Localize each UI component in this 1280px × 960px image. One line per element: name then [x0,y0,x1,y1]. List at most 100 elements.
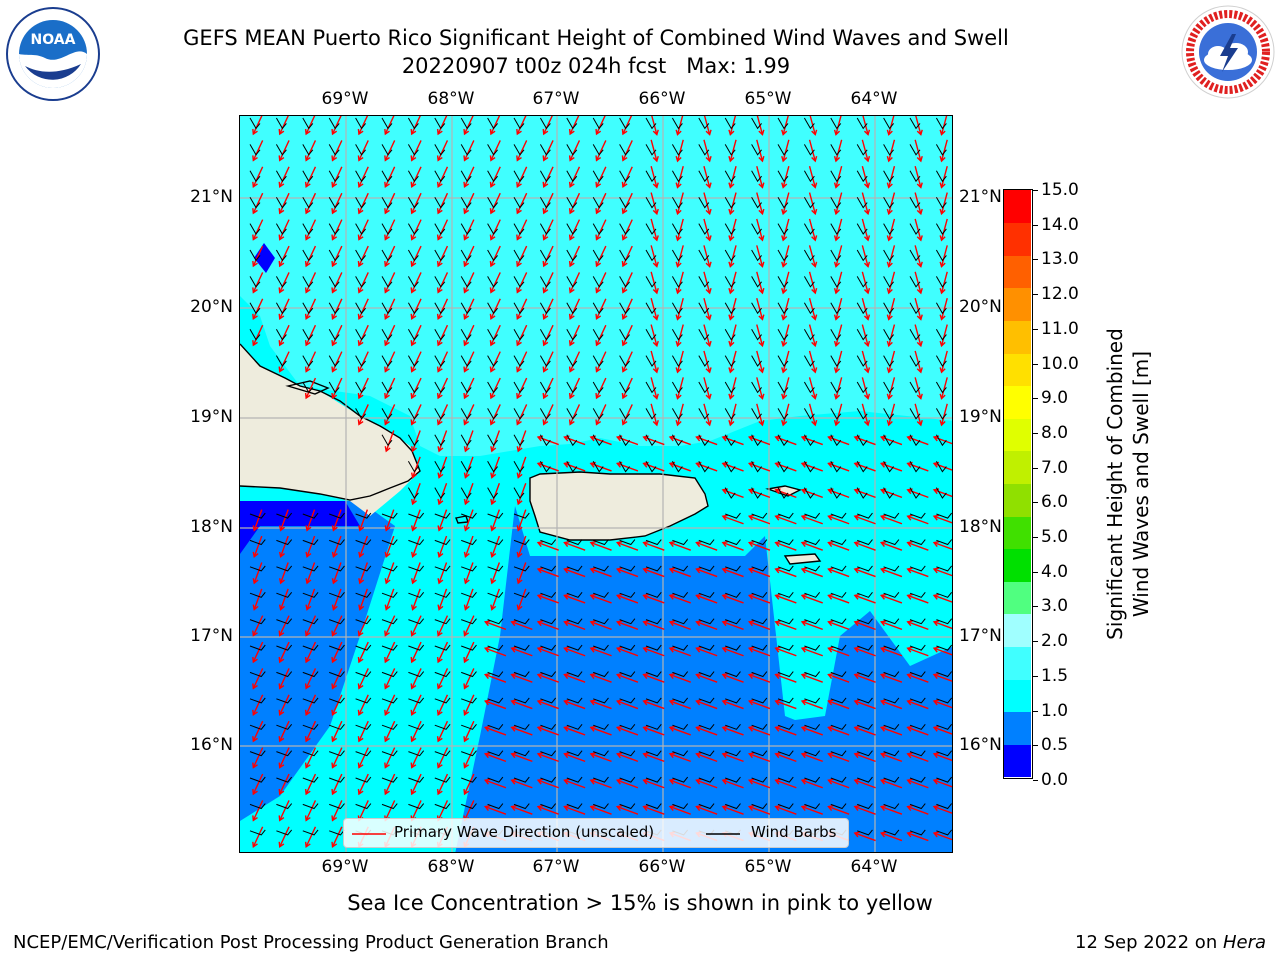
wind-barb [328,117,340,130]
wave-direction-arrow [642,672,665,683]
wind-barb [698,460,710,473]
wind-barb [275,196,287,209]
wave-direction-arrow [861,165,871,189]
wind-barb [883,408,894,420]
wave-direction-arrow [675,377,684,400]
wind-barb [540,618,557,625]
wind-barb [408,591,425,598]
wind-barb [857,618,873,625]
wave-direction-arrow [747,725,771,736]
wave-direction-arrow [331,166,343,189]
wind-barb [249,302,261,315]
wind-barb [619,565,636,572]
wave-direction-arrow [252,826,264,848]
wave-direction-arrow [589,725,612,736]
wind-barb [328,302,340,315]
wind-barb [566,249,578,262]
wind-barb [619,170,630,183]
wind-barb [751,750,768,757]
wave-direction-arrow [358,588,369,611]
wind-barb [460,276,472,288]
wind-barb [909,512,926,519]
lat-label-left: 20°N [190,297,233,317]
wave-direction-arrow [563,646,586,657]
wind-barb [751,328,762,341]
wind-barb [302,328,314,341]
wind-barb [275,276,287,288]
wind-barb [830,460,842,473]
wind-barb [460,117,472,130]
wind-barb [434,539,451,546]
wind-barb [487,434,498,447]
wind-barb [883,591,900,598]
wind-barb [645,408,657,420]
wave-direction-arrow [358,535,369,559]
wind-barb [408,776,425,783]
wave-direction-arrow [886,245,896,268]
wave-direction-arrow [642,540,665,551]
wind-barb [592,355,604,367]
wave-direction-arrow [463,272,475,294]
wave-direction-arrow [756,245,765,268]
wave-direction-arrow [437,562,448,585]
wind-barb [302,512,319,519]
wave-direction-arrow [536,672,559,683]
wave-direction-arrow [463,641,475,664]
wind-barb [830,170,842,183]
lat-label-right: 18°N [959,517,1002,537]
wind-barb [909,276,921,288]
wave-direction-arrow [516,245,528,268]
wind-barb [592,328,604,341]
colorbar-label-line1: Significant Height of Combined [1103,328,1127,640]
wind-barb [434,223,446,235]
wave-direction-arrow [516,272,528,294]
wind-barb [698,591,715,598]
wave-direction-arrow [939,324,948,348]
wave-direction-arrow [675,192,684,216]
wind-barb [355,723,372,730]
wind-barb [857,750,873,757]
wind-barb [909,723,926,730]
wind-barb [698,434,710,447]
wind-barb [777,302,789,315]
wave-direction-arrow [563,567,586,578]
wave-direction-arrow [747,778,771,789]
wave-direction-arrow [483,672,507,683]
wind-barb [434,644,451,651]
wind-barb [671,223,683,235]
wind-barb [513,408,525,420]
wave-direction-arrow [827,778,850,789]
wind-barb [883,196,894,209]
wave-direction-arrow [833,218,843,242]
wind-barb [302,618,319,625]
wind-barb [539,276,551,288]
wave-direction-arrow [774,620,797,631]
wave-direction-arrow [642,593,665,604]
wave-direction-arrow [756,192,765,216]
wind-barb [513,144,525,156]
wave-direction-arrow [879,540,903,551]
colorbar-segment [1004,190,1031,224]
wave-direction-arrow [278,800,290,822]
wave-direction-arrow [589,540,612,551]
wind-barb [487,276,498,288]
wind-barb [566,434,578,447]
wind-barb [407,302,419,315]
wave-direction-arrow [906,778,929,789]
footer-date: 12 Sep 2022 on Hera [1075,932,1266,953]
wave-direction-arrow [756,271,765,295]
wind-barb [249,803,266,810]
wave-direction-arrow [906,672,929,683]
wave-direction-arrow [853,540,876,551]
wind-barb [249,328,261,341]
wind-barb [671,196,683,209]
wave-direction-arrow [331,192,343,215]
wind-barb [381,618,398,625]
wave-direction-arrow [568,219,581,241]
wind-barb [619,381,630,394]
wave-direction-arrow [483,699,507,710]
wave-direction-arrow [516,116,527,136]
wind-barb [857,723,873,730]
wave-direction-arrow [906,725,929,736]
wind-barb [460,196,472,209]
